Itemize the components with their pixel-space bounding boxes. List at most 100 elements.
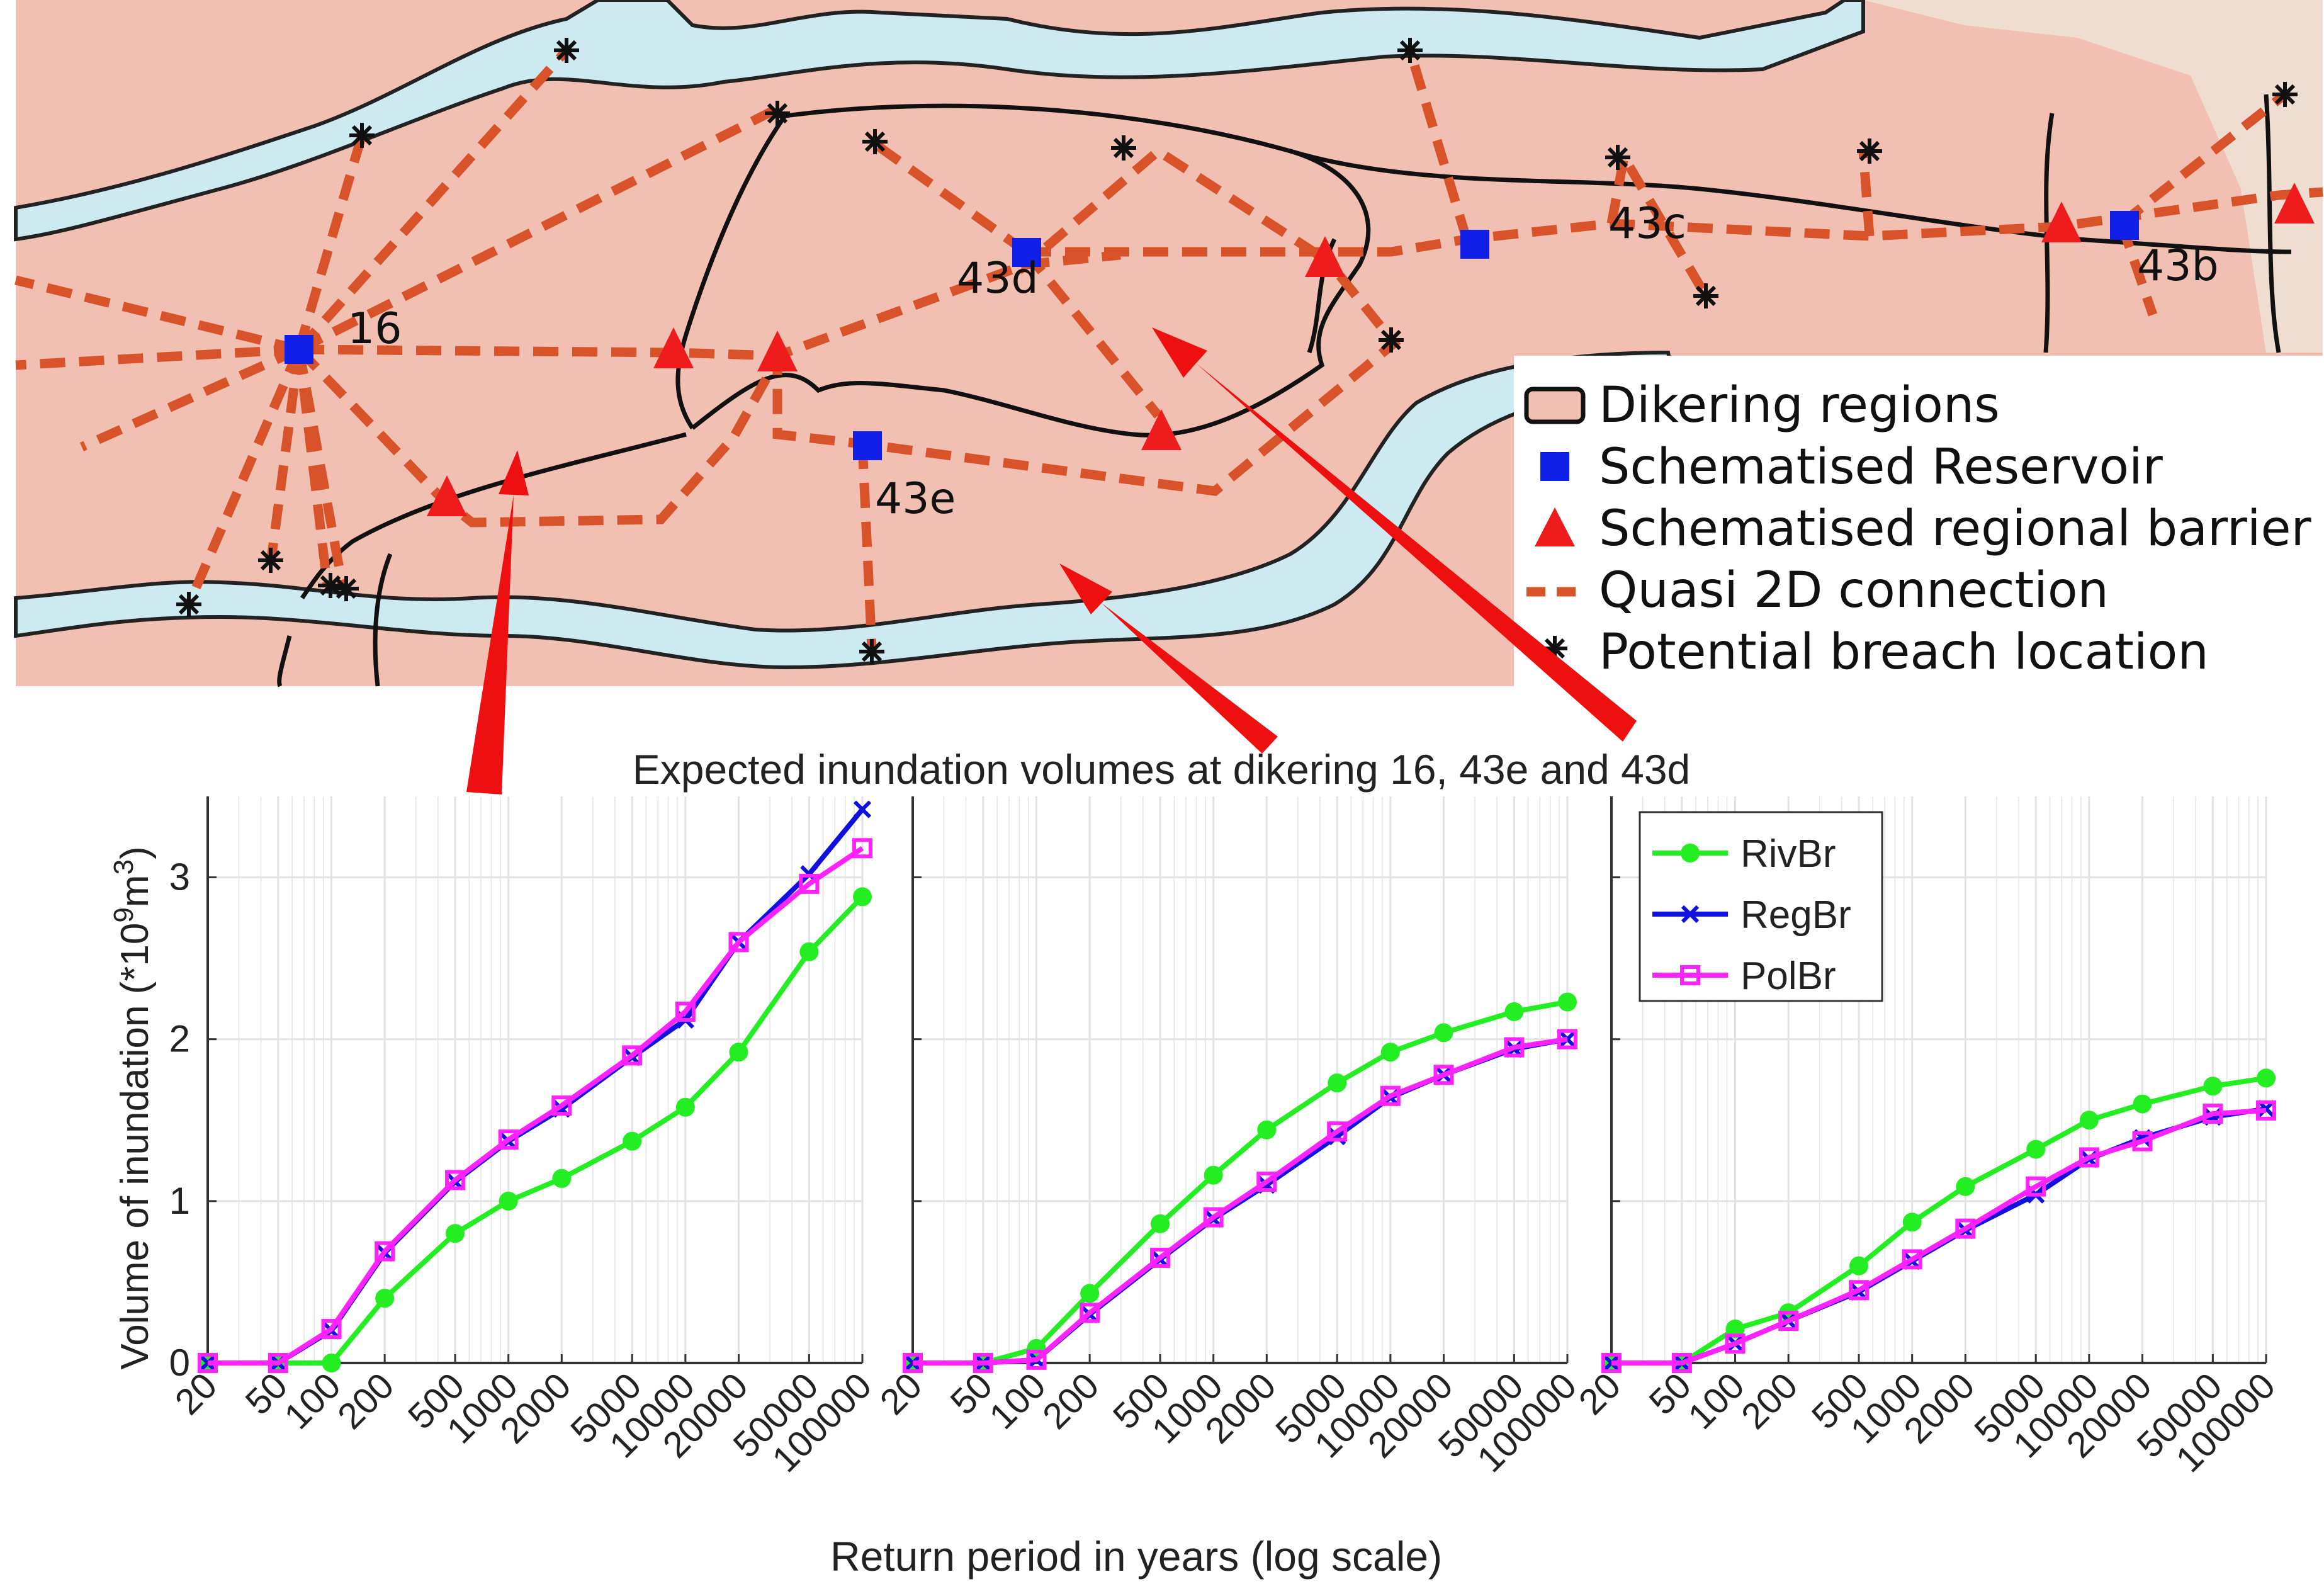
region-label-16: 16 — [347, 304, 402, 354]
data-point — [1849, 1256, 1869, 1275]
y-tick-label: 1 — [169, 1180, 190, 1222]
chart-panel-1: 20 50100200500100020005000100002000050000… — [167, 796, 879, 1480]
data-point — [2256, 1100, 2276, 1121]
data-point — [551, 1095, 572, 1116]
data-point — [445, 1170, 466, 1190]
chart-panel-3: 20 50100200500100020005000100002000050000… — [1571, 796, 2283, 1480]
data-point — [1380, 1085, 1401, 1106]
region-label-43c: 43c — [1608, 199, 1686, 249]
x-tick-label: 200 — [1734, 1365, 1805, 1437]
x-axis-label: Return period in years (log scale) — [830, 1533, 1442, 1580]
arrow-to-dikering-16 — [466, 450, 529, 794]
data-point — [675, 1097, 695, 1117]
region-label-43b: 43b — [2137, 241, 2219, 291]
data-point — [903, 1353, 923, 1373]
data-point — [1327, 1121, 1348, 1142]
data-point — [1902, 1249, 1922, 1270]
x-tick-label: 20 — [1571, 1365, 1629, 1423]
data-point — [1204, 1165, 1223, 1185]
x-tick-label: 20 — [872, 1365, 930, 1423]
data-point — [322, 1354, 341, 1372]
series-PolBr — [903, 1029, 1577, 1373]
chart-area: Expected inundation volumes at dikering … — [108, 746, 2283, 1580]
breach-locations — [176, 38, 2298, 664]
data-point — [1203, 1207, 1224, 1228]
legend-label: PolBr — [1740, 954, 1836, 998]
chart-panel-2: 20 50100200500100020005000100002000050000… — [872, 796, 1584, 1480]
map-outside-area — [1863, 0, 2323, 353]
data-point — [2026, 1176, 2046, 1197]
map-legend-background — [1514, 356, 2324, 686]
data-point — [1434, 1023, 1453, 1043]
y-tick-label: 3 — [169, 856, 190, 898]
y-axis-label: Volume of inundation (*109m3) — [108, 846, 157, 1369]
data-point — [1504, 1037, 1525, 1058]
data-point — [1026, 1349, 1047, 1370]
data-point — [499, 1191, 518, 1211]
legend-label-dikering-regions: Dikering regions — [1599, 377, 2000, 434]
legend-label-connection: Quasi 2D connection — [1599, 562, 2109, 619]
data-point — [1849, 1280, 1870, 1301]
data-point — [2026, 1139, 2046, 1159]
series-PolBr — [198, 838, 872, 1373]
data-point — [1558, 992, 1577, 1012]
data-point — [1151, 1214, 1170, 1233]
data-point — [2203, 1077, 2223, 1096]
asterisk-icon — [1542, 636, 1567, 661]
blue-square-icon — [1540, 452, 1569, 481]
legend-marker — [1681, 905, 1700, 924]
region-label-43d: 43d — [957, 254, 1039, 303]
regional-barriers — [427, 183, 2315, 516]
y-tick-label: 0 — [169, 1342, 190, 1384]
data-point — [853, 800, 872, 818]
legend-marker — [1681, 844, 1700, 862]
legend-label: RegBr — [1740, 893, 1851, 937]
data-point — [622, 1045, 643, 1066]
y-tick-label: 2 — [169, 1018, 190, 1060]
data-point — [728, 932, 749, 953]
data-point — [1902, 1213, 1922, 1232]
data-point — [1380, 1043, 1400, 1062]
data-point — [1955, 1218, 1976, 1239]
data-point — [1433, 1065, 1454, 1085]
legend-label-reservoir: Schematised Reservoir — [1599, 439, 2163, 495]
legend-marker — [1680, 965, 1700, 985]
series-PolBr — [1601, 1100, 2276, 1373]
annotation-arrows — [466, 327, 1637, 794]
data-point — [1557, 1029, 1577, 1049]
data-point — [198, 1353, 218, 1373]
data-point — [2079, 1111, 2099, 1130]
data-point — [1080, 1284, 1100, 1303]
data-point — [2133, 1094, 2152, 1114]
data-point — [446, 1224, 465, 1243]
x-tick-label: 200 — [1035, 1365, 1107, 1437]
data-point — [375, 1289, 395, 1308]
legend-label-barrier: Schematised regional barrier — [1599, 500, 2311, 557]
dikering-boundaries — [277, 94, 2292, 687]
data-point — [623, 1131, 642, 1151]
map-legend: Dikering regions Schematised Reservoir S… — [1514, 356, 2324, 686]
data-point — [853, 887, 872, 907]
data-point — [2079, 1147, 2099, 1168]
data-point — [2132, 1131, 2153, 1151]
data-point — [375, 1241, 395, 1262]
data-point — [321, 1319, 342, 1339]
plot-area — [913, 796, 1567, 1363]
x-tick-label: 200 — [330, 1365, 402, 1437]
series-RivBr — [198, 887, 872, 1372]
data-point — [1671, 1353, 1692, 1373]
data-point — [1328, 1073, 1347, 1093]
data-point — [729, 1043, 748, 1062]
legend-label-breach: Potential breach location — [1599, 624, 2209, 681]
data-point — [498, 1129, 519, 1150]
reservoirs — [285, 211, 2139, 460]
data-point — [852, 838, 872, 859]
data-point — [268, 1353, 288, 1373]
data-point — [1956, 1177, 1975, 1196]
red-triangle-icon — [1535, 507, 1575, 546]
data-point — [1504, 1002, 1524, 1021]
data-point — [1080, 1303, 1100, 1323]
arrow-to-dikering-43d — [1152, 327, 1637, 742]
chart-legend: RivBr RegBr PolBr — [1639, 811, 1883, 1002]
